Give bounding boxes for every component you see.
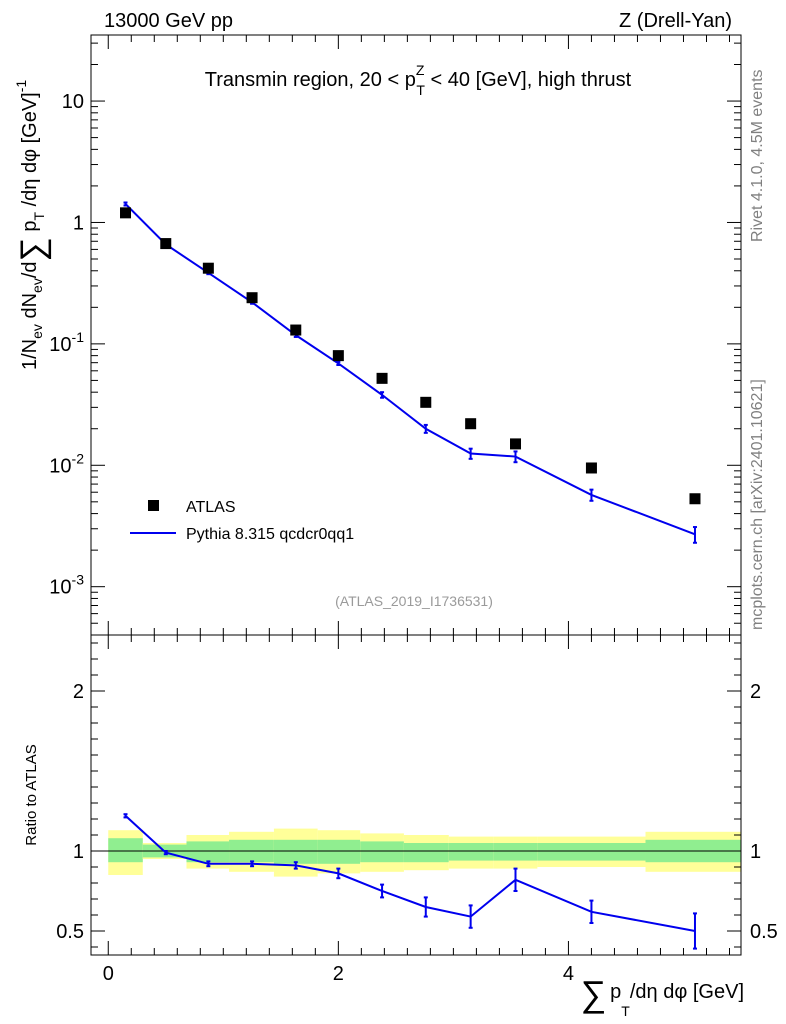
main-y-axis-label: 1/Nev dNev/d∑ pT /dη dφ [GeV]-1	[13, 80, 52, 370]
ratio-panel: 0.5 0.5 1 1 2 2 0 2 4 Ratio to ATLAS ∑ pT/dη dφ […	[23, 634, 778, 1019]
data-point	[160, 238, 172, 250]
data-point	[585, 462, 597, 474]
main-y-tick-label: 1	[73, 212, 84, 234]
ratio-band-inner	[108, 838, 143, 863]
mcplots-label: mcplots.cern.ch [arXiv:2401.10621]	[749, 379, 766, 630]
ratio-band-inner	[186, 841, 230, 863]
ratio-band-inner	[273, 839, 318, 864]
main-y-tick-label: 10-2	[49, 450, 84, 477]
data-points	[120, 207, 701, 505]
data-point	[332, 350, 344, 362]
ratio-y-axis-label: Ratio to ATLAS	[23, 744, 40, 845]
ratio-frame	[90, 634, 742, 956]
main-ticks	[91, 35, 741, 636]
data-point	[246, 292, 258, 304]
ratio-tick-labels: 0.5 0.5 1 1 2 2 0 2 4	[56, 681, 778, 985]
ratio-band-inner	[403, 843, 449, 863]
mc-line	[124, 203, 696, 536]
title-sup: Z	[416, 62, 425, 78]
x-tick-label: 2	[333, 963, 344, 985]
reference-label: (ATLAS_2019_I1736531)	[335, 593, 493, 609]
ratio-y-tick-label: 2	[73, 681, 84, 703]
x-tick-label: 4	[563, 963, 574, 985]
data-point	[120, 207, 132, 219]
ratio-y-tick-label: 0.5	[56, 921, 84, 943]
legend-label-atlas: ATLAS	[186, 499, 236, 516]
data-point	[689, 493, 701, 505]
main-y-tick-label: 10-3	[49, 572, 84, 599]
legend-marker-atlas	[148, 500, 159, 511]
data-point	[465, 418, 477, 430]
rivet-label: Rivet 4.1.0, 4.5M events	[749, 69, 766, 242]
ratio-y-tick-label-right: 2	[750, 681, 761, 703]
legend-label-mc: Pythia 8.315 qcdcr0qq1	[186, 526, 354, 543]
x-axis-label: ∑ pT/dη dφ [GeV]	[581, 973, 745, 1019]
legend: ATLAS Pythia 8.315 qcdcr0qq1	[130, 499, 354, 543]
ratio-line	[124, 815, 696, 932]
data-point	[510, 438, 522, 450]
data-point	[202, 262, 214, 274]
title-sub: T	[416, 82, 425, 98]
header-left: 13000 GeV pp	[104, 10, 233, 32]
main-y-tick-label: 10-1	[49, 329, 84, 356]
main-frame	[90, 34, 742, 636]
ratio-band-inner	[493, 843, 538, 861]
data-point	[290, 324, 302, 336]
ratio-band-inner	[537, 843, 646, 861]
x-tick-label: 0	[103, 963, 114, 985]
mc-error-bars	[123, 201, 697, 544]
main-panel: 10-3 10-2 10-1 1 10 Transmin region, 20 < pZ…	[13, 34, 742, 636]
ratio-bands	[108, 828, 741, 877]
main-y-tick-labels: 10-3 10-2 10-1 1 10	[49, 91, 84, 599]
ratio-band-inner	[360, 841, 404, 863]
ratio-y-tick-label-right: 1	[750, 841, 761, 863]
ratio-band-inner	[317, 839, 361, 864]
data-point	[420, 396, 432, 408]
ratio-band-inner	[448, 843, 494, 861]
data-point	[376, 372, 388, 384]
ratio-y-tick-label: 1	[73, 841, 84, 863]
ratio-error-bars	[123, 813, 697, 950]
ratio-ticks	[91, 635, 741, 955]
main-y-tick-label: 10	[62, 91, 84, 113]
plot-title: Transmin region, 20 < pZ T < 40 [GeV], hi…	[205, 62, 632, 98]
ratio-y-tick-label-right: 0.5	[750, 921, 778, 943]
header-right: Z (Drell-Yan)	[619, 10, 732, 32]
